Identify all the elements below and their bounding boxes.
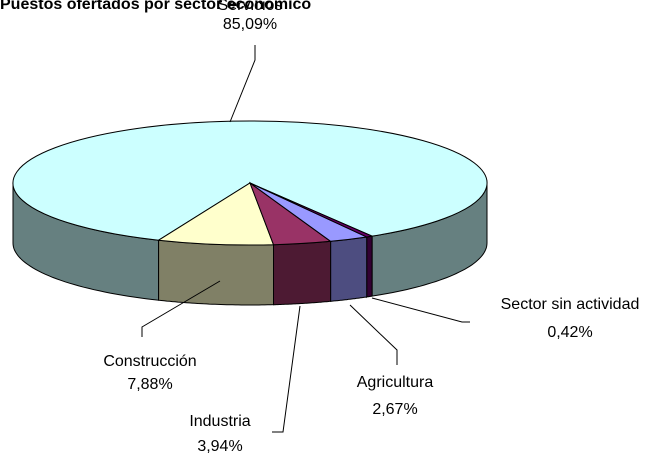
leader-line (272, 305, 301, 433)
slice (157, 182, 275, 246)
slice-side (366, 235, 373, 299)
slice-side (273, 240, 332, 306)
slice-label: Construcción (103, 353, 196, 370)
slice-label: Servicios (218, 0, 283, 14)
slice-label: Sector sin actividad (501, 296, 640, 313)
slice-value: 0,42% (547, 324, 592, 341)
slice-label: Agricultura (357, 374, 434, 391)
leader-line (229, 45, 256, 123)
slice (12, 120, 488, 241)
slice (249, 182, 374, 238)
leader-line (371, 297, 470, 323)
slice-label: Industria (189, 413, 250, 430)
slice-value: 3,94% (197, 438, 242, 455)
leader-line (141, 280, 221, 337)
leader-line (349, 304, 398, 365)
slice-side (330, 236, 368, 302)
chart-title: Puestos ofertados por sector económico (0, 0, 311, 13)
slice-value: 85,09% (223, 16, 277, 33)
slice-side (158, 239, 274, 306)
slice-value: 7,88% (127, 376, 172, 393)
slice-value: 2,67% (372, 401, 417, 418)
